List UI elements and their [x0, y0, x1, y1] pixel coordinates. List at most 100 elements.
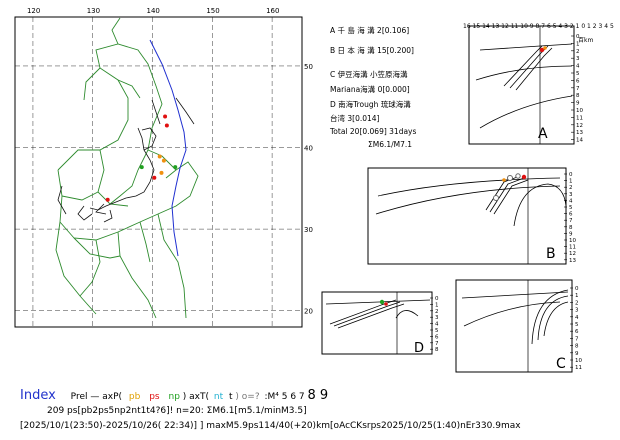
depth-tick-label: 8: [435, 347, 439, 353]
plate-outline-south: [117, 231, 157, 319]
map-lon-tick: 160: [266, 7, 279, 15]
coastline-hokkaido: [141, 127, 157, 151]
panel-b-frame: [367, 167, 567, 265]
map-lon-tick: 140: [147, 7, 160, 15]
map-ticks: 120 130 140 150 160 50 40 30 20: [27, 7, 313, 316]
depth-tick-label: 5: [575, 322, 579, 328]
coastline-korea: [57, 185, 67, 215]
mag-scale-large: 8 9: [307, 388, 329, 403]
plate-inner-10: [109, 169, 139, 205]
depth-tick-label: 5: [576, 71, 580, 77]
depth-tick-label: 6: [576, 78, 580, 84]
panel-b-event: [515, 173, 521, 179]
map-lon-tick: 150: [206, 7, 219, 15]
nt-label: nt: [213, 392, 224, 402]
coastlines: [57, 97, 195, 223]
map-event-point: [157, 154, 162, 159]
depth-tick-label: 0: [569, 172, 573, 178]
depth-tick-label: 1: [569, 179, 573, 185]
depth-tick-label: 7: [575, 336, 579, 342]
depth-tick-label: 8: [569, 225, 573, 231]
depth-tick-label: 4: [435, 322, 439, 328]
depth-tick-label: 10: [575, 358, 582, 364]
depth-tick-label: 0: [435, 296, 439, 302]
legend-line: C 伊豆海溝 小笠原海溝: [330, 70, 408, 79]
panel-b-label: B: [546, 246, 556, 262]
panel-d-profile: [325, 299, 431, 329]
map: 120 130 140 150 160 50 40 30 20: [14, 7, 313, 328]
depth-tick-label: 12: [576, 123, 583, 129]
ps-label: ps: [149, 392, 160, 402]
legend-line: B 日 本 海 溝 15[0.200]: [330, 46, 414, 55]
map-lat-tick: 40: [304, 145, 313, 153]
axt-label: ) axT(: [182, 392, 210, 402]
map-lat-tick: 30: [304, 226, 313, 234]
depth-tick-label: 6: [575, 329, 579, 335]
depth-tick-label: 0: [575, 286, 579, 292]
coastline-sakhalin: [151, 99, 161, 125]
depth-tick-label: 3: [576, 56, 580, 62]
depth-tick-label: 3: [569, 192, 573, 198]
pb-label: pb: [128, 392, 141, 402]
plate-inner-6: [147, 149, 177, 171]
depth-tick-label: 11: [575, 365, 582, 371]
depth-tick-label: 5: [569, 205, 573, 211]
panel-c-profile: [461, 289, 569, 345]
map-grid: [15, 17, 302, 327]
map-event-point: [152, 175, 157, 180]
plate-inner-9: [111, 17, 121, 45]
footer-row-1: Index Prel — axP( pb ps np ) axT( nt t )…: [20, 388, 328, 403]
panel-d-frame: [321, 291, 433, 355]
depth-tick-label: 2: [575, 300, 579, 306]
depth-tick-label: 4: [576, 64, 580, 70]
depth-tick-label: 7: [435, 341, 439, 347]
coastline-kyushu: [77, 205, 93, 221]
depth-tick-label: 8: [576, 93, 580, 99]
panel-a-top-scale: 16 15 14 13 12 11 10 9 8 7 6 5 4 3 2 1 0…: [463, 23, 614, 30]
footer-summary: 209 ps[pb2ps5np2nt1t4?6]! n=20: ΣM6.1[m5…: [47, 406, 307, 416]
panel-b-event: [502, 178, 506, 182]
depth-tick-label: 3: [575, 308, 579, 314]
panel-a: 16 15 14 13 12 11 10 9 8 7 6 5 4 3 2 1 0…: [463, 23, 614, 145]
legend-line: Total 20[0.069] 31days: [330, 127, 417, 136]
plate-outline-west: [55, 221, 97, 315]
mag-scale: :M⁴ 5 6 7: [264, 392, 305, 402]
depth-tick-label: 4: [575, 315, 579, 321]
depth-tick-label: 2: [569, 185, 573, 191]
plate-outline-southeast: [157, 213, 187, 319]
depth-tick-label: 14: [576, 138, 583, 144]
plate-outline-north: [57, 43, 163, 171]
legend-line: A 千 島 海 溝 2[0.106]: [330, 26, 410, 35]
plate-inner-7: [61, 191, 99, 201]
legend-line: ΣM6.1/M7.1: [368, 140, 413, 149]
depth-tick-label: 10: [569, 238, 576, 244]
map-event-point: [105, 197, 110, 202]
depth-tick-label: 9: [569, 231, 573, 237]
panel-c-frame: [455, 279, 573, 373]
plate-inner-3: [83, 67, 101, 101]
map-frame: [14, 16, 303, 328]
coastline-ryukyu: [103, 209, 113, 223]
depth-tick-label: 9: [576, 101, 580, 107]
depth-tick-label: 0: [576, 34, 580, 40]
depth-tick-label: 12: [569, 251, 576, 257]
map-event-point: [173, 165, 178, 170]
depth-tick-label: 2: [435, 309, 439, 315]
plate-inner-2: [117, 79, 141, 99]
index-link[interactable]: Index: [20, 388, 56, 403]
plate-inner-8: [79, 239, 101, 297]
depth-tick-label: 4: [569, 198, 573, 204]
panel-b-event: [493, 195, 499, 201]
depth-tick-label: 11: [576, 115, 583, 121]
panel-a-label: A: [538, 126, 548, 142]
panel-a-unit: 百km: [578, 37, 593, 44]
map-event-point: [139, 165, 144, 170]
depth-tick-label: 13: [569, 258, 576, 264]
prel-label: Prel: [70, 392, 88, 402]
plate-outline-center: [57, 161, 199, 241]
